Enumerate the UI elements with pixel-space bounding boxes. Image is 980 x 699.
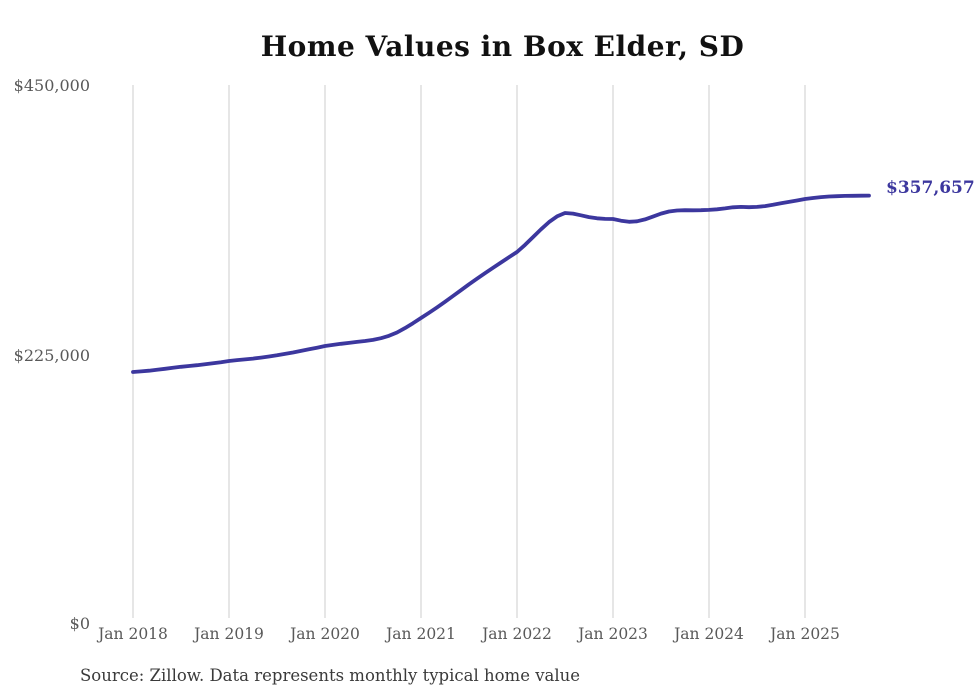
x-axis-tick-jan-2025: Jan 2025 xyxy=(770,625,840,643)
x-axis-tick-jan-2019: Jan 2019 xyxy=(194,625,264,643)
chart-title: Home Values in Box Elder, SD xyxy=(260,30,745,63)
source-note: Source: Zillow. Data represents monthly … xyxy=(80,666,581,685)
x-axis-tick-jan-2022: Jan 2022 xyxy=(482,625,552,643)
x-axis-tick-jan-2020: Jan 2020 xyxy=(290,625,360,643)
x-axis-tick-jan-2024: Jan 2024 xyxy=(674,625,744,643)
y-axis-tick-0: $0 xyxy=(69,614,90,633)
x-axis-tick-jan-2023: Jan 2023 xyxy=(578,625,648,643)
x-axis-tick-jan-2021: Jan 2021 xyxy=(386,625,456,643)
y-axis-tick-450000: $450,000 xyxy=(13,76,90,95)
latest-value-label: $357,657 xyxy=(886,178,975,198)
home-value-line xyxy=(131,193,871,374)
y-axis-tick-225000: $225,000 xyxy=(13,346,90,365)
x-axis-tick-jan-2018: Jan 2018 xyxy=(98,625,168,643)
